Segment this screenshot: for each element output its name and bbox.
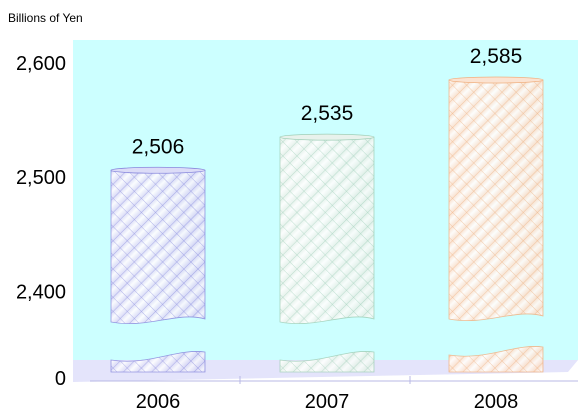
y-axis: 0 2,400 2,500 2,600 — [16, 53, 66, 390]
y-tick-label: 2,500 — [16, 167, 66, 189]
unit-label: Billions of Yen — [8, 11, 83, 25]
bar-hatch-upper — [110, 169, 206, 325]
x-axis: 2006 2007 2008 — [136, 376, 519, 413]
x-tick-label: 2006 — [136, 391, 181, 413]
data-label: 2,535 — [301, 102, 354, 125]
bar-cap — [448, 76, 544, 84]
bars: 2,506 2,535 2,585 — [110, 45, 544, 373]
bar-hatch-lower — [448, 346, 544, 373]
bar-2008: 2,585 — [448, 45, 544, 373]
bar-2007: 2,535 — [279, 102, 375, 373]
bar-2006: 2,506 — [110, 135, 206, 373]
x-tick-label: 2008 — [474, 391, 519, 413]
bar-hatch-lower — [110, 351, 206, 373]
bar-cap — [279, 133, 375, 141]
bar-cap — [110, 166, 206, 174]
x-tick-label: 2007 — [305, 391, 350, 413]
bar-hatch-upper — [279, 136, 375, 325]
data-label: 2,506 — [132, 135, 185, 158]
y-tick-label: 0 — [55, 368, 66, 390]
bar-hatch-lower — [279, 351, 375, 373]
y-tick-label: 2,600 — [16, 53, 66, 75]
bar-hatch-upper — [448, 79, 544, 322]
y-tick-label: 2,400 — [16, 281, 66, 303]
data-label: 2,585 — [470, 45, 523, 68]
